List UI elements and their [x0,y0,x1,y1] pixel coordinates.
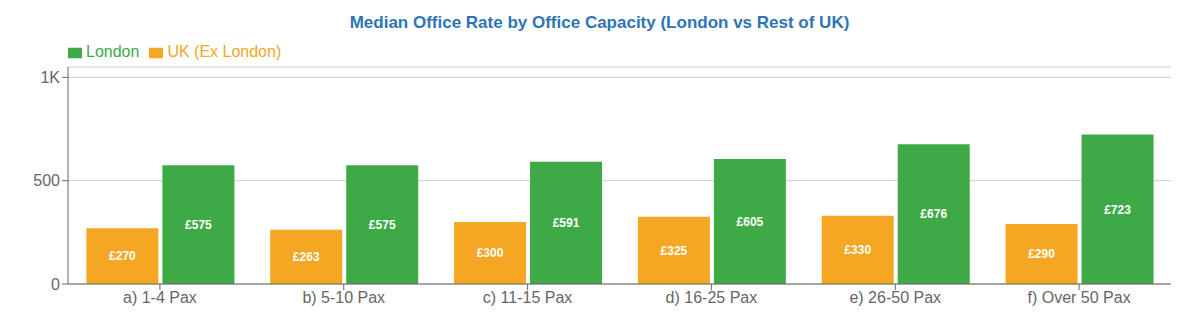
svg-text:d) 16-25 Pax: d) 16-25 Pax [666,289,758,306]
html-text:Median Office Rate by Office C: Median Office Rate by Office Capacity (L… [349,13,850,32]
svg-text:£263: £263 [293,250,320,264]
svg-text:£676: £676 [920,207,947,221]
svg-text:a) 1-4 Pax: a) 1-4 Pax [123,289,197,306]
svg-text:500: 500 [33,172,60,189]
svg-text:e) 26-50 Pax: e) 26-50 Pax [849,289,941,306]
svg-text:f) Over 50 Pax: f) Over 50 Pax [1028,289,1131,306]
svg-text:c) 11-15 Pax: c) 11-15 Pax [483,289,573,306]
svg-text:£575: £575 [185,218,212,232]
svg-text:£290: £290 [1028,247,1055,261]
html-text:UK (Ex London): UK (Ex London) [167,43,282,60]
svg-text:£723: £723 [1104,203,1131,217]
svg-text:b) 5-10 Pax: b) 5-10 Pax [302,289,385,306]
svg-text:1K: 1K [40,69,60,86]
svg-text:£575: £575 [369,218,396,232]
svg-text:£605: £605 [737,215,764,229]
svg-text:£325: £325 [661,244,688,258]
svg-text:£300: £300 [477,246,504,260]
svg-text:£591: £591 [553,216,580,230]
svg-text:£270: £270 [109,249,136,263]
svg-text:0: 0 [51,276,60,293]
svg-text:£330: £330 [844,243,871,257]
html-text:London: London [86,43,140,60]
